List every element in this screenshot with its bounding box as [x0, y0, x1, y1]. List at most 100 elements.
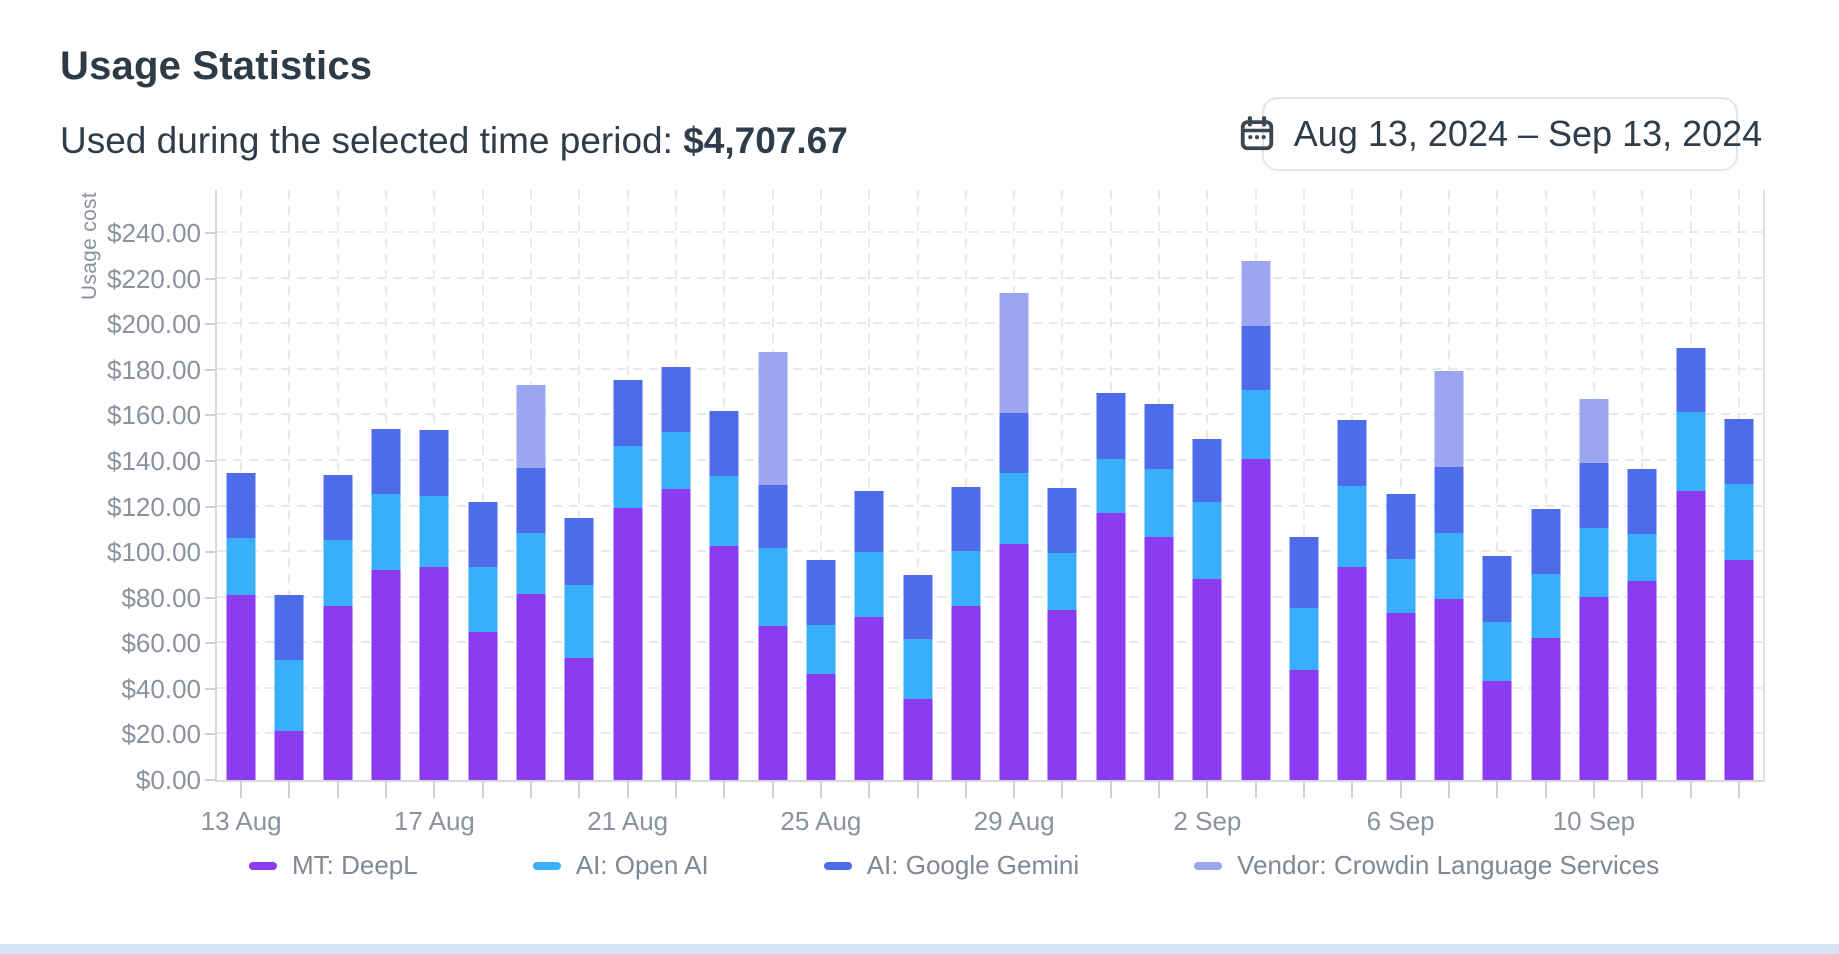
bar-segment[interactable]: [1386, 493, 1416, 559]
bar-segment[interactable]: [661, 432, 691, 490]
bar-segment[interactable]: [1676, 411, 1706, 491]
bar-segment[interactable]: [274, 595, 304, 661]
bar-segment[interactable]: [564, 518, 594, 586]
stacked-bar-16-aug[interactable]: [371, 428, 401, 780]
stacked-bar-17-aug[interactable]: [419, 430, 449, 780]
date-range-picker-button[interactable]: Aug 13, 2024 – Sep 13, 2024: [1240, 97, 1762, 171]
bar-segment[interactable]: [1096, 513, 1126, 780]
bar-segment[interactable]: [951, 605, 981, 780]
stacked-bar-13-sep[interactable]: [1724, 418, 1754, 780]
bar-segment[interactable]: [999, 473, 1029, 545]
bar-segment[interactable]: [613, 380, 643, 447]
bar-segment[interactable]: [1482, 555, 1512, 622]
bar-segment[interactable]: [1434, 532, 1464, 599]
bar-segment[interactable]: [1289, 608, 1319, 670]
stacked-bar-11-sep[interactable]: [1627, 468, 1657, 780]
bar-segment[interactable]: [806, 674, 836, 780]
bar-segment[interactable]: [1337, 419, 1367, 487]
stacked-bar-10-sep[interactable]: [1579, 399, 1609, 780]
bar-segment[interactable]: [1144, 468, 1174, 538]
stacked-bar-6-sep[interactable]: [1386, 493, 1416, 780]
bar-segment[interactable]: [613, 446, 643, 508]
bar-segment[interactable]: [371, 428, 401, 494]
bar-segment[interactable]: [1482, 621, 1512, 681]
bar-segment[interactable]: [1531, 637, 1561, 780]
bar-segment[interactable]: [468, 501, 498, 567]
bar-segment[interactable]: [758, 547, 788, 627]
stacked-bar-24-aug[interactable]: [758, 351, 788, 780]
stacked-bar-14-aug[interactable]: [274, 595, 304, 780]
bar-segment[interactable]: [903, 638, 933, 700]
stacked-bar-1-sep[interactable]: [1144, 403, 1174, 780]
bar-segment[interactable]: [323, 539, 353, 606]
bar-segment[interactable]: [758, 626, 788, 780]
bar-segment[interactable]: [1627, 468, 1657, 534]
stacked-bar-4-sep[interactable]: [1289, 537, 1319, 780]
bar-segment[interactable]: [468, 566, 498, 632]
stacked-bar-28-aug[interactable]: [951, 487, 981, 780]
bar-segment[interactable]: [1241, 261, 1271, 327]
bar-segment[interactable]: [1144, 403, 1174, 469]
stacked-bar-12-sep[interactable]: [1676, 348, 1706, 780]
bar-segment[interactable]: [419, 496, 449, 567]
stacked-bar-2-sep[interactable]: [1192, 439, 1222, 780]
stacked-bar-9-sep[interactable]: [1531, 508, 1561, 780]
bar-segment[interactable]: [1337, 566, 1367, 780]
bar-segment[interactable]: [1434, 370, 1464, 467]
bar-segment[interactable]: [1579, 528, 1609, 597]
bar-segment[interactable]: [1434, 598, 1464, 780]
bar-segment[interactable]: [999, 544, 1029, 780]
bar-segment[interactable]: [1047, 610, 1077, 780]
bar-segment[interactable]: [516, 467, 546, 533]
bar-segment[interactable]: [226, 595, 256, 780]
stacked-bar-30-aug[interactable]: [1047, 488, 1077, 780]
bar-segment[interactable]: [903, 699, 933, 780]
bar-segment[interactable]: [806, 560, 836, 625]
bar-segment[interactable]: [564, 658, 594, 780]
bar-segment[interactable]: [1531, 573, 1561, 638]
bar-segment[interactable]: [1579, 463, 1609, 529]
bar-segment[interactable]: [903, 574, 933, 639]
stacked-bar-15-aug[interactable]: [323, 474, 353, 780]
bar-segment[interactable]: [419, 430, 449, 497]
bar-segment[interactable]: [951, 550, 981, 606]
bar-segment[interactable]: [323, 474, 353, 540]
bar-segment[interactable]: [1096, 458, 1126, 514]
bar-segment[interactable]: [371, 570, 401, 780]
bar-segment[interactable]: [1676, 348, 1706, 412]
stacked-bar-13-aug[interactable]: [226, 473, 256, 780]
bar-segment[interactable]: [371, 493, 401, 571]
bar-segment[interactable]: [274, 731, 304, 780]
bar-segment[interactable]: [758, 484, 788, 548]
legend-item-ai-open-ai[interactable]: AI: Open AI: [532, 850, 709, 881]
bar-segment[interactable]: [564, 585, 594, 659]
bar-segment[interactable]: [1724, 418, 1754, 484]
stacked-bar-21-aug[interactable]: [613, 380, 643, 780]
bar-segment[interactable]: [709, 546, 739, 780]
bar-segment[interactable]: [419, 566, 449, 780]
stacked-bar-29-aug[interactable]: [999, 293, 1029, 780]
stacked-bar-25-aug[interactable]: [806, 560, 836, 780]
bar-segment[interactable]: [1386, 558, 1416, 613]
bar-segment[interactable]: [1192, 579, 1222, 780]
stacked-bar-5-sep[interactable]: [1337, 419, 1367, 780]
bar-segment[interactable]: [1724, 560, 1754, 780]
bar-segment[interactable]: [613, 507, 643, 780]
bar-segment[interactable]: [226, 538, 256, 596]
bar-segment[interactable]: [516, 594, 546, 780]
stacked-bar-7-sep[interactable]: [1434, 370, 1464, 780]
bar-segment[interactable]: [1289, 537, 1319, 608]
bar-segment[interactable]: [1627, 580, 1657, 780]
bar-segment[interactable]: [1289, 669, 1319, 780]
stacked-bar-20-aug[interactable]: [564, 518, 594, 780]
bar-segment[interactable]: [999, 293, 1029, 414]
stacked-bar-22-aug[interactable]: [661, 367, 691, 780]
legend-item-mt-deepl[interactable]: MT: DeepL: [249, 850, 418, 881]
bar-segment[interactable]: [951, 487, 981, 551]
bar-segment[interactable]: [1386, 612, 1416, 780]
bar-segment[interactable]: [1047, 488, 1077, 554]
bar-segment[interactable]: [1047, 553, 1077, 611]
bar-segment[interactable]: [274, 660, 304, 731]
stacked-bar-23-aug[interactable]: [709, 410, 739, 780]
bar-segment[interactable]: [854, 552, 884, 617]
